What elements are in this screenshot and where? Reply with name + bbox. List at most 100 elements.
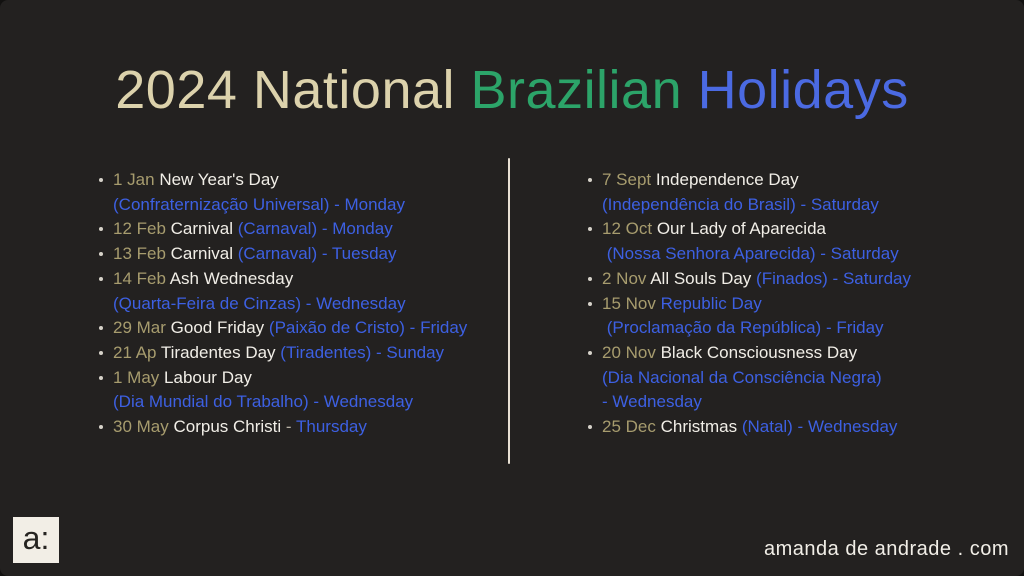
holiday-segment-name: Corpus Christi [173,417,286,437]
holiday-segment-pt: (Tiradentes) - Sunday [280,342,445,362]
holiday-segment-date: 1 May [113,367,165,387]
holiday-entry: 7 Sept Independence Day (Independência do… [588,168,996,217]
page-title: 2024 National Brazilian Holidays [0,60,1024,120]
holiday-segment-pt: Republic Day [660,293,762,313]
holiday-segment-pt: (Paixão de Cristo) - Friday [268,318,468,338]
holiday-segment-pt: (Quarta-Feira de Cinzas) - Wednesday [113,293,406,313]
holiday-segment-date: 21 Ap [113,342,161,362]
holiday-segment-pt: (Carnaval) - Tuesday [237,244,397,264]
holiday-segment-date: 15 Nov [602,293,661,313]
bullet-dot [588,276,592,281]
holiday-segment-date: 2 Nov [602,268,651,288]
holiday-line: 29 Mar Good Friday (Paixão de Cristo) - … [113,316,507,341]
holiday-segment-name: Carnival [170,244,238,264]
holiday-segment-date: 30 May [113,417,174,437]
holiday-segment-date: 12 Feb [113,219,171,239]
holiday-entry: 14 Feb Ash Wednesday (Quarta-Feira de Cin… [99,267,507,316]
holiday-segment-date: 20 Nov [602,342,661,362]
holiday-line: (Dia Mundial do Trabalho) - Wednesday [113,390,507,415]
holiday-segment-pt: (Independência do Brasil) - Saturday [602,194,879,214]
holiday-segment-name: Independence Day [655,170,799,189]
holiday-segment-date: 12 Oct [602,219,657,239]
holiday-segment-name: Good Friday [170,318,269,338]
holiday-segment-pt: (Dia Mundial do Trabalho) - Wednesday [113,392,414,412]
logo-text: a: [22,520,50,556]
holiday-segment-date: 25 Dec [602,417,661,437]
bullet-dot [588,227,592,232]
holiday-line: (Nossa Senhora Aparecida) - Saturday [602,242,996,267]
holiday-segment-pt: (Dia Nacional da Consciência Negra) [602,367,882,387]
holiday-segment-pt: (Proclamação da República) - Friday [602,318,884,338]
holiday-line: 13 Feb Carnival (Carnaval) - Tuesday [113,242,507,267]
holiday-entry: 15 Nov Republic Day (Proclamação da Repú… [588,292,996,341]
title-holidays: Holidays [697,60,909,120]
holiday-line: 2 Nov All Souls Day (Finados) - Saturday [602,267,996,292]
holiday-line: (Independência do Brasil) - Saturday [602,193,996,218]
holiday-segment-name: New Year's Day [159,170,279,189]
bullet-dot [99,178,103,182]
bullet-dot [588,425,592,430]
bullet-dot [588,350,592,355]
holiday-entry: 25 Dec Christmas (Natal) - Wednesday [588,415,996,440]
holiday-entry: 1 May Labour Day (Dia Mundial do Trabalho… [99,366,507,415]
holiday-entry: 12 Oct Our Lady of Aparecida (Nossa Senh… [588,217,996,266]
bullet-dot [99,425,103,430]
holiday-segment-name: Labour Day [164,367,252,387]
holiday-line: 30 May Corpus Christi - Thursday [113,415,507,440]
holiday-line: 12 Oct Our Lady of Aparecida [602,217,996,242]
holiday-segment-name: Our Lady of Aparecida [656,219,826,239]
holiday-segment-pt: (Confraternização Universal) - Monday [113,194,405,214]
holiday-segment-pt: (Natal) - Wednesday [741,417,898,437]
holiday-segment-name: All Souls Day [650,268,757,288]
bullet-dot [588,301,592,306]
holiday-list-left: 1 Jan New Year's Day (Confraternização Un… [99,168,507,440]
holiday-segment-pt: (Nossa Senhora Aparecida) - Saturday [602,244,899,264]
holiday-segment-pt: Thursday [295,417,367,437]
holiday-segment-name: Tiradentes Day [160,342,281,362]
holiday-list-right: 7 Sept Independence Day (Independência do… [588,168,996,440]
holiday-line: 14 Feb Ash Wednesday [113,267,507,292]
holiday-entry: 2 Nov All Souls Day (Finados) - Saturday [588,267,996,292]
holiday-segment-pt: (Finados) - Saturday [756,268,911,288]
holiday-line: 12 Feb Carnival (Carnaval) - Monday [113,217,507,242]
holiday-segment-dash: - [285,417,296,437]
holiday-segment-date: 7 Sept [602,170,656,189]
holiday-entry: 21 Ap Tiradentes Day (Tiradentes) - Sund… [99,341,507,366]
holiday-line: (Confraternização Universal) - Monday [113,193,507,218]
holiday-segment-date: 1 Jan [113,170,160,189]
holiday-line: 25 Dec Christmas (Natal) - Wednesday [602,415,996,440]
holiday-entry: 12 Feb Carnival (Carnaval) - Monday [99,217,507,242]
holiday-entry: 20 Nov Black Consciousness Day (Dia Nacio… [588,341,996,415]
holiday-line: (Proclamação da República) - Friday [602,316,996,341]
bullet-dot [588,178,592,182]
holiday-line: (Dia Nacional da Consciência Negra) [602,366,996,391]
holiday-entry: 29 Mar Good Friday (Paixão de Cristo) - … [99,316,507,341]
logo-badge: a: [13,517,59,563]
holiday-entry: 13 Feb Carnival (Carnaval) - Tuesday [99,242,507,267]
bullet-dot [99,252,103,257]
holiday-segment-name: Christmas [660,417,742,437]
holiday-line: (Quarta-Feira de Cinzas) - Wednesday [113,292,507,317]
holiday-line: 1 May Labour Day [113,366,507,391]
holiday-segment-date: 29 Mar [113,318,171,338]
holiday-line: 15 Nov Republic Day [602,292,996,317]
bullet-dot [99,350,103,355]
holiday-line: 21 Ap Tiradentes Day (Tiradentes) - Sund… [113,341,507,366]
title-brazilian: Brazilian [470,60,698,120]
holiday-line: 20 Nov Black Consciousness Day [602,341,996,366]
holiday-segment-pt: (Carnaval) - Monday [237,219,393,239]
bullet-dot [99,326,103,331]
bullet-dot [99,276,103,281]
holiday-segment-name: Black Consciousness Day [660,342,858,362]
holiday-segment-name: Ash Wednesday [169,268,294,288]
website-credit: amanda de andrade . com [764,538,1009,560]
holiday-segment-date: 14 Feb [113,268,170,288]
holiday-segment-pt: - Wednesday [602,392,702,412]
holiday-line: 1 Jan New Year's Day [113,168,507,193]
holiday-segment-date: 13 Feb [113,244,171,264]
holiday-line: - Wednesday [602,390,996,415]
holiday-entry: 1 Jan New Year's Day (Confraternização Un… [99,168,507,217]
holiday-line: 7 Sept Independence Day [602,168,996,193]
holiday-segment-name: Carnival [170,219,238,239]
